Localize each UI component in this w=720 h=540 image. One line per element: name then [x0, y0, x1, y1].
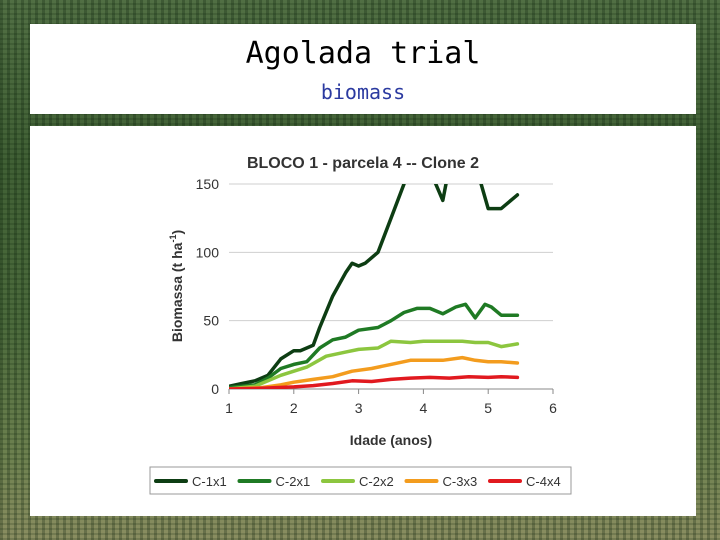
series-line-c-1x1 [229, 184, 520, 389]
series-line-c-2x2 [229, 339, 520, 389]
x-tick-label: 1 [225, 400, 233, 416]
legend-label: C-2x1 [276, 474, 311, 489]
x-axis-label: Idade (anos) [350, 432, 432, 448]
chart-axes: 0 50 100 150 1 2 3 4 5 6 [196, 176, 557, 416]
x-tick-label: 3 [355, 400, 363, 416]
chart-panel: BLOCO 1 - parcela 4 -- Clone 2 0 50 100 150… [30, 126, 696, 516]
legend-label: C-2x2 [359, 474, 394, 489]
series-line-c-4x4 [229, 374, 520, 389]
y-tick-label: 100 [196, 244, 220, 260]
legend-label: C-4x4 [526, 474, 561, 489]
x-tick-label: 4 [420, 400, 428, 416]
chart-legend: C-1x1 C-2x1 C-2x2 C-3x3 C-4x4 [154, 474, 561, 489]
x-tick-label: 5 [484, 400, 492, 416]
x-tick-label: 2 [290, 400, 298, 416]
series-line-c-3x3 [229, 355, 520, 389]
slide-subtitle: biomass [320, 80, 406, 104]
x-tick-label: 6 [549, 400, 557, 416]
title-panel: Agolada trial biomass [30, 24, 696, 114]
y-tick-label: 150 [196, 176, 220, 192]
y-axis-label: Biomassa (t ha-1) [168, 230, 185, 342]
y-tick-label: 0 [211, 381, 219, 397]
slide-title: Agolada trial [245, 36, 481, 71]
y-tick-label: 50 [203, 313, 219, 329]
legend-label: C-3x3 [443, 474, 478, 489]
series-line-c-2x1 [229, 302, 520, 389]
chart-series [229, 184, 520, 389]
chart-title: BLOCO 1 - parcela 4 -- Clone 2 [247, 155, 479, 172]
legend-label: C-1x1 [192, 474, 227, 489]
biomass-line-chart: BLOCO 1 - parcela 4 -- Clone 2 050100150… [149, 155, 572, 495]
